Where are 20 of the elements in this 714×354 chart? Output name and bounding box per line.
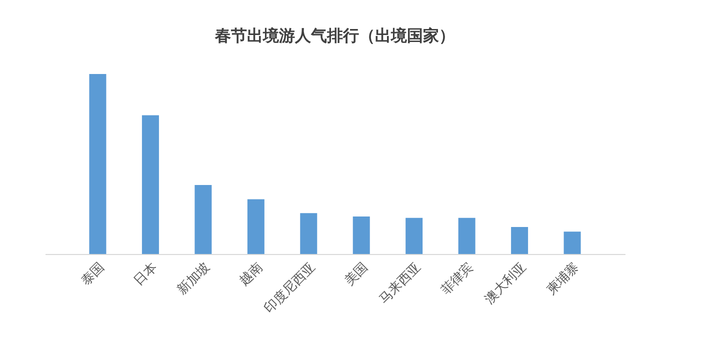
- bar: [142, 115, 159, 254]
- x-tick-label: 柬埔寨: [543, 259, 582, 298]
- x-tick-label: 菲律宾: [438, 259, 477, 298]
- chart-title: 春节出境游人气排行（出境国家）: [214, 26, 455, 45]
- bar: [511, 227, 528, 254]
- x-tick-label: 澳大利亚: [482, 260, 530, 308]
- x-tick-label: 泰国: [78, 260, 108, 289]
- bar: [194, 185, 212, 254]
- x-tick-label: 马来西亚: [376, 260, 424, 308]
- bar: [300, 213, 318, 254]
- bar: [564, 232, 581, 254]
- bar: [458, 218, 476, 254]
- x-tick-label: 美国: [342, 259, 372, 289]
- bar: [352, 216, 370, 254]
- bar: [89, 74, 106, 254]
- x-tick-label: 新加坡: [174, 260, 214, 298]
- bar: [247, 199, 264, 254]
- x-tick-label: 越南: [236, 260, 266, 289]
- bar: [406, 218, 423, 254]
- x-tick-label: 日本: [131, 260, 160, 289]
